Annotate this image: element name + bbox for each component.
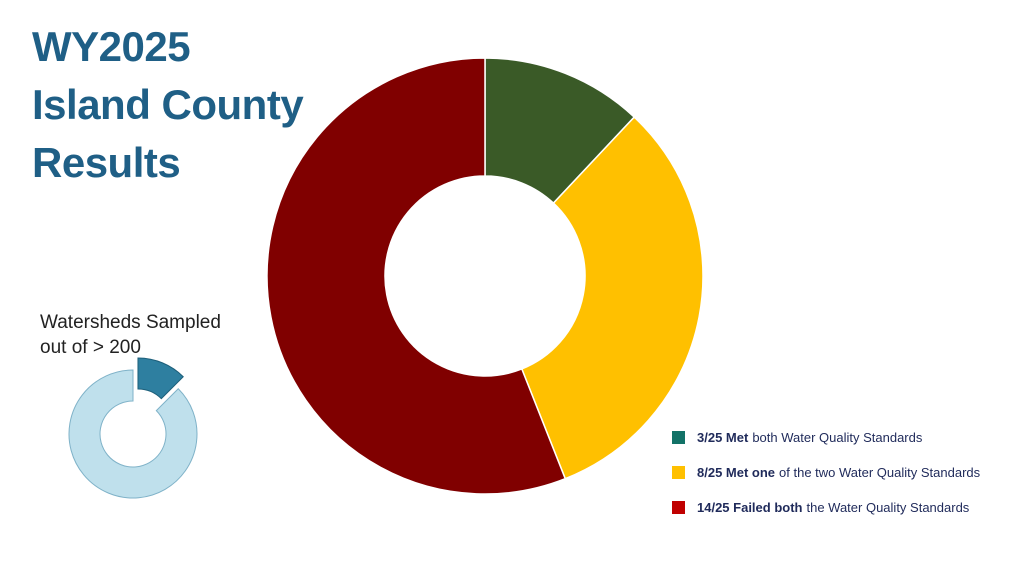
legend-bold-text: 3/25 Met [697,430,749,445]
title-line-2: Island County [32,81,304,128]
page-title: WY2025 Island County Results [32,18,304,192]
legend-text: both Water Quality Standards [752,430,923,445]
legend-swatch [672,431,685,444]
sampled-donut-sampled-slice [137,357,184,400]
legend-bold-text: 8/25 Met one [697,465,776,480]
sampled-label-line-2: out of > 200 [40,337,141,358]
main-donut [266,57,704,495]
legend-bold-text: 14/25 Failed both [697,500,803,515]
legend-item-met-one: 8/25 Met one of the two Water Quality St… [672,455,980,490]
legend-text: the Water Quality Standards [806,500,970,515]
sampled-donut-remaining-slice [68,369,198,499]
legend-swatch [672,501,685,514]
chart-legend: 3/25 Met both Water Quality Standards 8/… [672,420,980,525]
donut-slice-met-one [520,116,704,480]
legend-item-met-both: 3/25 Met both Water Quality Standards [672,420,980,455]
legend-item-failed-both: 14/25 Failed both the Water Quality Stan… [672,490,980,525]
donut-slice-failed-both [266,57,567,495]
watersheds-sampled-label: Watersheds Sampled out of > 200 [40,310,221,360]
title-line-1: WY2025 [32,23,191,70]
legend-swatch [672,466,685,479]
watersheds-sampled-donut [68,357,198,499]
title-line-3: Results [32,139,181,186]
legend-text: of the two Water Quality Standards [779,465,981,480]
sampled-label-line-1: Watersheds Sampled [40,312,221,333]
